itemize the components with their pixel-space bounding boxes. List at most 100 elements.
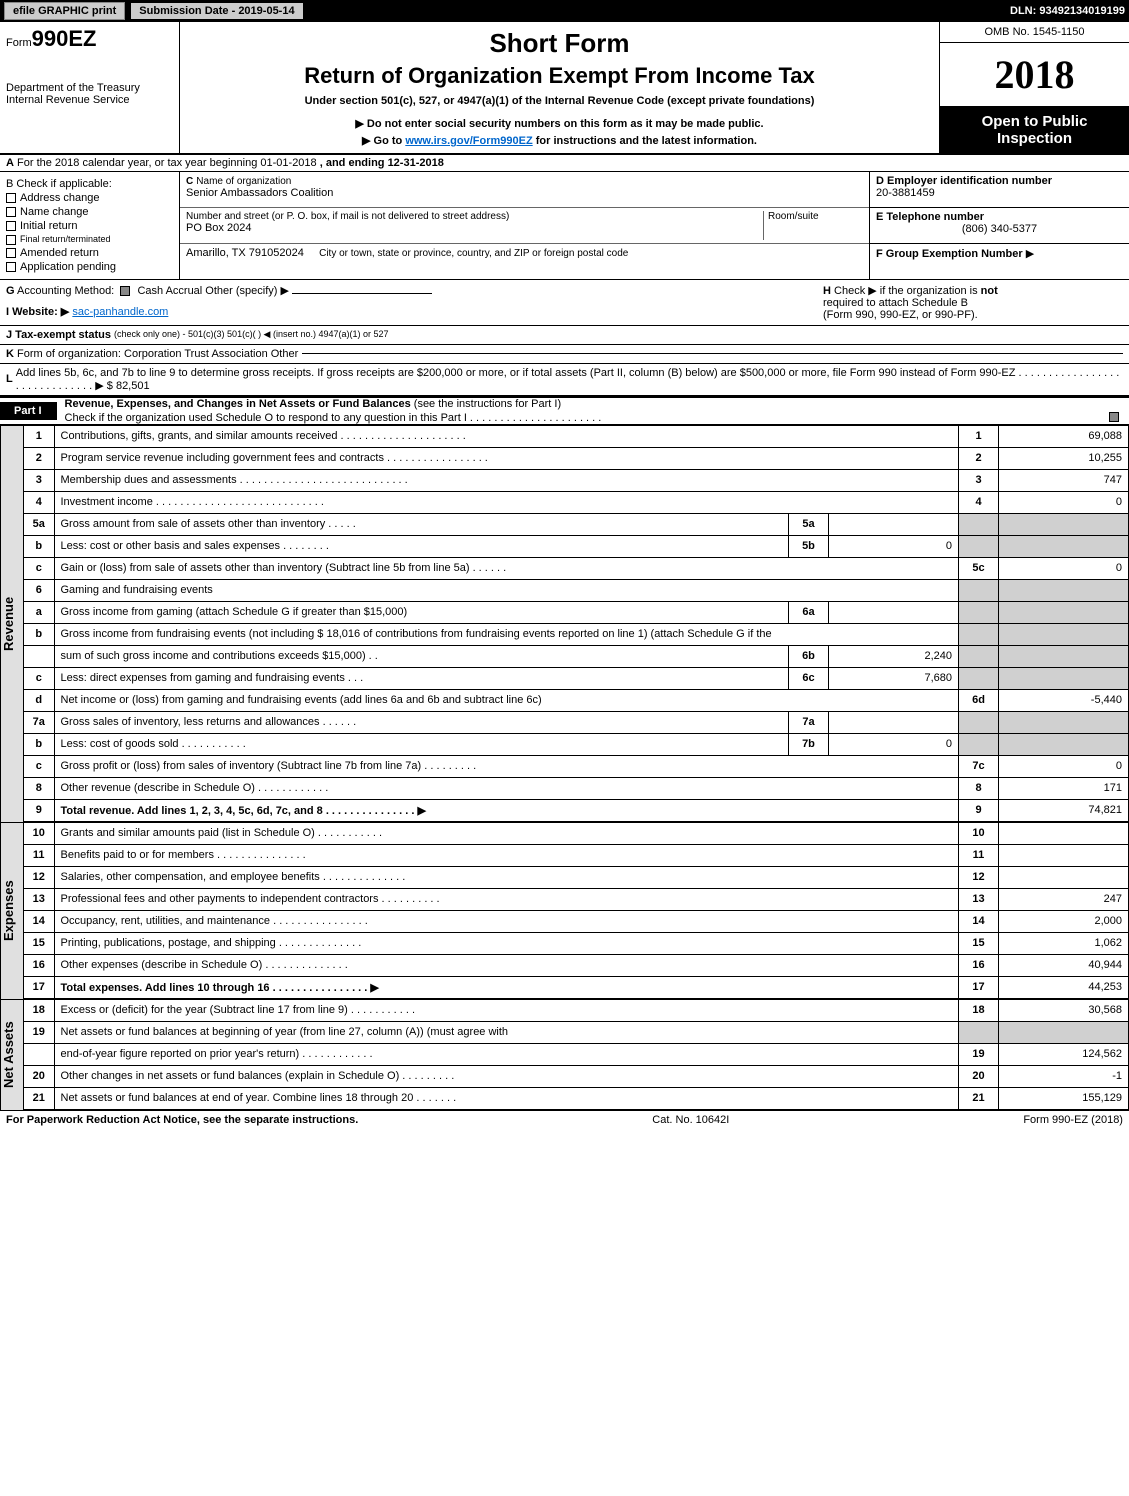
footer-mid: Cat. No. 10642I bbox=[652, 1114, 729, 1126]
table-row: 16Other expenses (describe in Schedule O… bbox=[24, 954, 1129, 976]
revenue-section: Revenue 1Contributions, gifts, grants, a… bbox=[0, 425, 1129, 822]
table-row: 1Contributions, gifts, grants, and simil… bbox=[24, 425, 1129, 447]
l-line: L Add lines 5b, 6c, and 7b to line 9 to … bbox=[0, 364, 1129, 396]
part1-tag: Part I bbox=[0, 402, 57, 420]
c-text: Name of organization bbox=[196, 176, 291, 187]
table-row: 6Gaming and fundraising events bbox=[24, 579, 1129, 601]
d-label: D Employer identification number bbox=[876, 175, 1123, 187]
do-not-enter: ▶ Do not enter social security numbers o… bbox=[186, 117, 933, 130]
table-row: 13Professional fees and other payments t… bbox=[24, 888, 1129, 910]
form-prefix: Form bbox=[6, 37, 32, 49]
goto-post: for instructions and the latest informat… bbox=[533, 135, 757, 147]
e-label: E Telephone number bbox=[876, 211, 1123, 223]
irs: Internal Revenue Service bbox=[6, 94, 173, 106]
table-row: 10Grants and similar amounts paid (list … bbox=[24, 822, 1129, 844]
a-text: For the 2018 calendar year, or tax year … bbox=[17, 157, 317, 169]
section-a: A For the 2018 calendar year, or tax yea… bbox=[0, 155, 1129, 172]
revenue-table: 1Contributions, gifts, grants, and simil… bbox=[24, 425, 1129, 822]
dln: DLN: 93492134019199 bbox=[1010, 5, 1125, 17]
ein: 20-3881459 bbox=[876, 187, 1123, 199]
l-text: Add lines 5b, 6c, and 7b to line 9 to de… bbox=[16, 367, 1123, 392]
b-text: Check if applicable: bbox=[16, 178, 111, 190]
section-c: C Name of organization Senior Ambassador… bbox=[180, 172, 869, 279]
table-row: 18Excess or (deficit) for the year (Subt… bbox=[24, 999, 1129, 1021]
table-row: end-of-year figure reported on prior yea… bbox=[24, 1043, 1129, 1065]
header-mid: Short Form Return of Organization Exempt… bbox=[180, 22, 939, 153]
table-row: 19Net assets or fund balances at beginni… bbox=[24, 1021, 1129, 1043]
i-label: I Website: ▶ bbox=[6, 306, 69, 318]
expenses-table: 10Grants and similar amounts paid (list … bbox=[24, 822, 1129, 999]
table-row: dNet income or (loss) from gaming and fu… bbox=[24, 689, 1129, 711]
netassets-label: Net Assets bbox=[0, 999, 24, 1110]
check-app-pending[interactable] bbox=[6, 262, 16, 272]
h-not: not bbox=[981, 285, 998, 297]
table-row: 4Investment income . . . . . . . . . . .… bbox=[24, 491, 1129, 513]
topbar: efile GRAPHIC print Submission Date - 20… bbox=[0, 0, 1129, 22]
netassets-section: Net Assets 18Excess or (deficit) for the… bbox=[0, 999, 1129, 1110]
addr-label: Number and street (or P. O. box, if mail… bbox=[186, 211, 763, 222]
dept-treasury: Department of the Treasury bbox=[6, 82, 173, 94]
gh-block: G Accounting Method: Cash Accrual Other … bbox=[0, 280, 1129, 326]
table-row: bLess: cost or other basis and sales exp… bbox=[24, 535, 1129, 557]
table-row: 12Salaries, other compensation, and empl… bbox=[24, 866, 1129, 888]
under-section: Under section 501(c), 527, or 4947(a)(1)… bbox=[186, 95, 933, 107]
j-line: J Tax-exempt status (check only one) - 5… bbox=[0, 326, 1129, 345]
website-link[interactable]: sac-panhandle.com bbox=[72, 306, 168, 318]
check-initial-return[interactable] bbox=[6, 221, 16, 231]
form-header: Form990EZ Department of the Treasury Int… bbox=[0, 22, 1129, 155]
table-row: 5aGross amount from sale of assets other… bbox=[24, 513, 1129, 535]
table-row: sum of such gross income and contributio… bbox=[24, 645, 1129, 667]
section-def: D Employer identification number 20-3881… bbox=[869, 172, 1129, 279]
org-name: Senior Ambassadors Coalition bbox=[186, 187, 863, 199]
tax-year: 2018 bbox=[940, 43, 1129, 107]
return-title: Return of Organization Exempt From Incom… bbox=[186, 63, 933, 89]
g-text: Accounting Method: bbox=[17, 285, 114, 297]
h-label: H bbox=[823, 285, 831, 297]
table-row: 14Occupancy, rent, utilities, and mainte… bbox=[24, 910, 1129, 932]
h-text3: (Form 990, 990-EZ, or 990-PF). bbox=[823, 309, 1123, 321]
goto-line: ▶ Go to www.irs.gov/Form990EZ for instru… bbox=[186, 134, 933, 147]
submission-date: Submission Date - 2019-05-14 bbox=[131, 3, 302, 19]
header-left: Form990EZ Department of the Treasury Int… bbox=[0, 22, 180, 153]
f-arrow: ▶ bbox=[1026, 248, 1034, 260]
part1-header: Part I Revenue, Expenses, and Changes in… bbox=[0, 396, 1129, 425]
cb-cash[interactable] bbox=[120, 286, 130, 296]
footer: For Paperwork Reduction Act Notice, see … bbox=[0, 1110, 1129, 1129]
revenue-label: Revenue bbox=[0, 425, 24, 822]
j-text: (check only one) - 501(c)(3) 501(c)( ) ◀… bbox=[114, 329, 389, 340]
table-row: bGross income from fundraising events (n… bbox=[24, 623, 1129, 645]
table-row: cGross profit or (loss) from sales of in… bbox=[24, 755, 1129, 777]
schedule-o-check[interactable] bbox=[1109, 412, 1119, 422]
b-label: B bbox=[6, 178, 13, 190]
table-row: 20Other changes in net assets or fund ba… bbox=[24, 1065, 1129, 1087]
table-row: 3Membership dues and assessments . . . .… bbox=[24, 469, 1129, 491]
check-amended[interactable] bbox=[6, 248, 16, 258]
table-row: cLess: direct expenses from gaming and f… bbox=[24, 667, 1129, 689]
expenses-section: Expenses 10Grants and similar amounts pa… bbox=[0, 822, 1129, 999]
cb-label-2: Initial return bbox=[20, 220, 77, 232]
phone: (806) 340-5377 bbox=[876, 223, 1123, 235]
table-row: bLess: cost of goods sold . . . . . . . … bbox=[24, 733, 1129, 755]
form-number: 990EZ bbox=[32, 26, 97, 51]
k-line: K Form of organization: Corporation Trus… bbox=[0, 345, 1129, 364]
efile-print-button[interactable]: efile GRAPHIC print bbox=[4, 2, 125, 20]
h-text1: Check ▶ if the organization is bbox=[834, 285, 981, 297]
table-row: aGross income from gaming (attach Schedu… bbox=[24, 601, 1129, 623]
entity-block: B Check if applicable: Address change Na… bbox=[0, 172, 1129, 280]
part1-title-sub: (see the instructions for Part I) bbox=[414, 398, 561, 410]
cb-label-3: Final return/terminated bbox=[20, 234, 111, 244]
table-row: 8Other revenue (describe in Schedule O) … bbox=[24, 777, 1129, 799]
check-name-change[interactable] bbox=[6, 207, 16, 217]
j-label: J Tax-exempt status bbox=[6, 329, 111, 341]
footer-left: For Paperwork Reduction Act Notice, see … bbox=[6, 1114, 358, 1126]
k-label: K bbox=[6, 348, 14, 360]
k-text: Form of organization: Corporation Trust … bbox=[17, 348, 298, 360]
f-label: F Group Exemption Number bbox=[876, 248, 1023, 260]
city-value: Amarillo, TX 791052024 bbox=[186, 247, 304, 259]
goto-link[interactable]: www.irs.gov/Form990EZ bbox=[405, 135, 532, 147]
check-address-change[interactable] bbox=[6, 193, 16, 203]
omb-number: OMB No. 1545-1150 bbox=[940, 22, 1129, 43]
g-label: G bbox=[6, 285, 15, 297]
netassets-table: 18Excess or (deficit) for the year (Subt… bbox=[24, 999, 1129, 1110]
check-final-return[interactable] bbox=[6, 235, 16, 245]
